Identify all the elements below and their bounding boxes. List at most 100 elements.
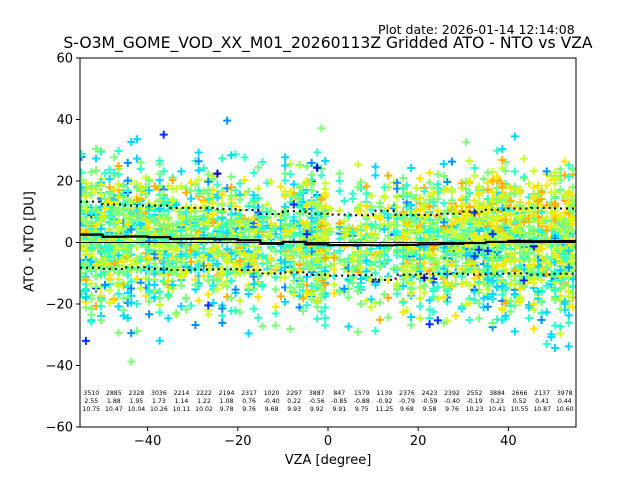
scatter-point [114,269,123,278]
scatter-point [371,212,380,221]
scatter-point [127,225,136,234]
x-tick-label: −40 [134,434,161,449]
scatter-point [276,292,285,301]
scatter-point [204,276,213,285]
bin-count-label: 2885 [106,390,122,397]
scatter-point [289,250,298,259]
scatter-point [254,220,263,229]
scatter-point [470,163,479,172]
scatter-point [506,307,515,316]
scatter-point [353,183,362,192]
scatter-point [321,156,330,165]
scatter-point [186,194,195,203]
scatter-point [213,193,222,202]
scatter-point [537,315,546,324]
scatter-point [182,188,191,197]
scatter-point [488,229,497,238]
scatter-point [317,124,326,133]
scatter-point [213,248,222,257]
scatter-point [254,270,263,279]
scatter-point [564,161,573,170]
scatter-point [227,266,236,275]
scatter-point [240,218,249,227]
scatter-point [371,280,380,289]
scatter-point [335,219,344,228]
scatter-point [371,171,380,180]
scatter-point [537,297,546,306]
scatter-point [199,272,208,281]
scatter-point [451,311,460,320]
scatter-point [429,189,438,198]
scatter-point [498,290,507,299]
scatter-point [407,285,416,294]
scatter-point [393,203,402,212]
bin-count-label: 847 [333,390,345,397]
scatter-point [145,286,154,295]
scatter-point [407,312,416,321]
scatter-point [168,184,177,193]
scatter-point [439,159,448,168]
scatter-point [551,296,560,305]
scatter-point [384,171,393,180]
bin-mean-label: 0.23 [490,398,504,405]
scatter-point [416,283,425,292]
bin-std-label: 9.92 [310,406,324,413]
scatter-point [168,226,177,235]
bin-mean-label: -0.40 [444,398,460,405]
scatter-point [542,340,551,349]
scatter-point [493,172,502,181]
scatter-point [510,225,519,234]
scatter-point [133,237,142,246]
scatter-point [127,357,136,366]
scatter-point [87,291,96,300]
scatter-point [321,321,330,330]
scatter-point [87,225,96,234]
scatter-point [244,252,253,261]
scatter-point [474,314,483,323]
scatter-point [231,247,240,256]
scatter-point [105,165,114,174]
scatter-point [474,299,483,308]
scatter-point [127,298,136,307]
bin-count-label: 1020 [264,390,280,397]
scatter-point [299,277,308,286]
scatter-point [194,216,203,225]
scatter-point [80,149,86,158]
scatter-point [177,270,186,279]
bin-mean-label: -0.92 [376,398,392,405]
scatter-point [231,306,240,315]
scatter-point [191,250,200,259]
scatter-point [87,305,96,314]
scatter-point [254,313,263,322]
chart-title: S-O3M_GOME_VOD_XX_M01_20260113Z Gridded … [63,34,593,52]
scatter-point [191,222,200,231]
scatter-point [457,214,466,223]
scatter-point [542,225,551,234]
scatter-point [145,202,154,211]
bin-std-label: 10.75 [82,406,100,413]
scatter-point [249,168,258,177]
scatter-point [399,298,408,307]
scatter-point [465,156,474,165]
bin-std-label: 9.68 [400,406,414,413]
scatter-point [150,217,159,226]
scatter-point [510,132,519,141]
scatter-point [407,164,416,173]
scatter-point [123,158,132,167]
bin-std-label: 11.25 [376,406,394,413]
scatter-point [276,182,285,191]
scatter-point [182,208,191,217]
scatter-point [159,130,168,139]
scatter-point [191,179,200,188]
scatter-point [470,243,479,252]
scatter-point [537,208,546,217]
mean-minus-std-line [80,266,576,281]
scatter-point [529,225,538,234]
scatter-point [281,209,290,218]
scatter-point [110,219,119,228]
scatter-point [362,256,371,265]
scatter-point [362,201,371,210]
scatter-point [412,250,421,259]
scatter-point [506,249,515,258]
scatter-point [551,243,560,252]
